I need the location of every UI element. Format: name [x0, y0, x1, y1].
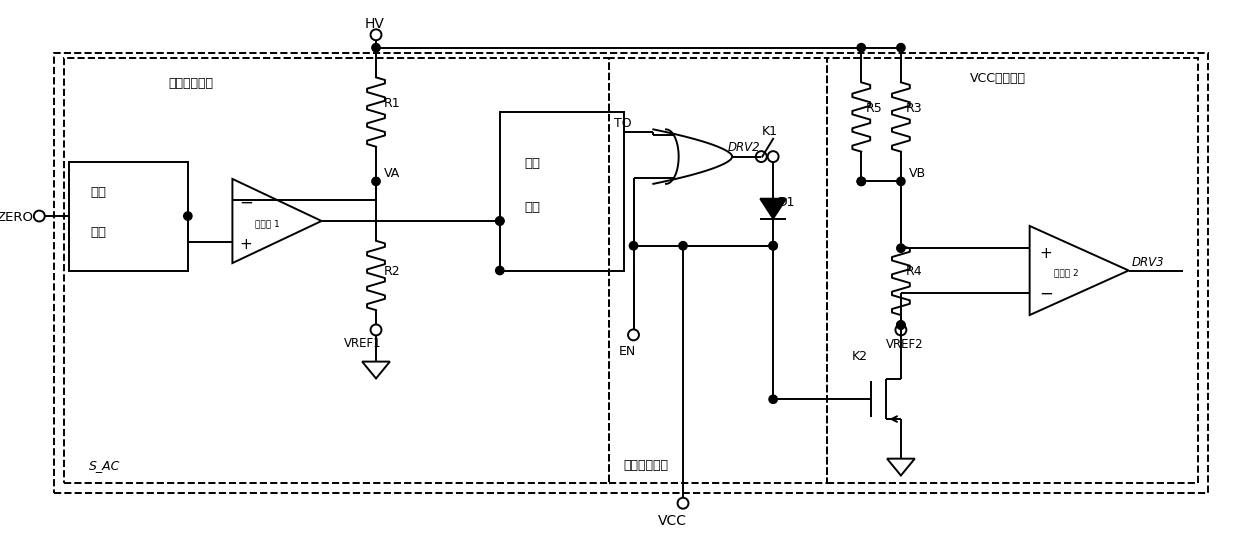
Text: −: −	[239, 194, 253, 212]
Text: K1: K1	[762, 125, 778, 138]
Circle shape	[769, 395, 777, 404]
Text: 延时: 延时	[90, 186, 107, 199]
Text: VB: VB	[909, 167, 926, 180]
Text: S_AC: S_AC	[89, 459, 120, 472]
Circle shape	[857, 177, 865, 186]
Bar	[826, 57, 1198, 484]
Text: DRV3: DRV3	[1131, 255, 1165, 268]
Text: +: +	[239, 237, 252, 252]
Bar	[608, 57, 826, 484]
Circle shape	[769, 242, 777, 250]
Text: R4: R4	[906, 266, 923, 279]
Text: K2: K2	[851, 349, 867, 362]
Circle shape	[897, 43, 904, 52]
Circle shape	[897, 244, 904, 253]
Text: R5: R5	[866, 102, 883, 115]
Text: +: +	[1040, 246, 1052, 261]
Text: R1: R1	[384, 97, 400, 110]
Text: 电路: 电路	[524, 201, 540, 214]
Text: VCC: VCC	[658, 514, 688, 528]
Polygon shape	[761, 199, 786, 219]
Circle shape	[679, 242, 688, 250]
Text: HV: HV	[364, 17, 384, 31]
Text: VREF2: VREF2	[886, 338, 923, 351]
Circle shape	[372, 43, 380, 52]
Text: VA: VA	[384, 167, 400, 180]
Text: VCC鈗位模块: VCC鈗位模块	[970, 72, 1026, 85]
Text: ZERO: ZERO	[0, 211, 33, 224]
Text: EN: EN	[618, 345, 636, 358]
Circle shape	[496, 266, 504, 275]
Text: 高压启动模块: 高压启动模块	[623, 459, 669, 472]
Circle shape	[496, 217, 504, 225]
Circle shape	[183, 212, 192, 220]
Circle shape	[857, 43, 865, 52]
Text: DRV2: DRV2	[727, 141, 761, 154]
Bar	[499, 112, 623, 270]
Circle shape	[857, 177, 865, 186]
Circle shape	[897, 321, 904, 329]
Bar	[64, 57, 608, 484]
Circle shape	[372, 177, 380, 186]
Bar	[55, 52, 1208, 493]
Text: R3: R3	[906, 102, 923, 115]
Text: 计时: 计时	[524, 156, 540, 169]
Text: VREF1: VREF1	[344, 337, 382, 349]
Circle shape	[897, 177, 904, 186]
Text: R2: R2	[384, 266, 400, 279]
Text: −: −	[1040, 284, 1053, 302]
Text: 比较器 1: 比较器 1	[255, 219, 280, 228]
Text: D1: D1	[778, 196, 795, 209]
Circle shape	[897, 321, 904, 329]
Circle shape	[769, 242, 777, 250]
Bar	[69, 162, 188, 270]
Text: 交流检测模块: 交流检测模块	[169, 77, 213, 90]
Text: TO: TO	[613, 117, 632, 130]
Text: 比较器 2: 比较器 2	[1054, 268, 1079, 278]
Text: 电路: 电路	[90, 226, 107, 239]
Circle shape	[496, 217, 504, 225]
Circle shape	[629, 242, 638, 250]
